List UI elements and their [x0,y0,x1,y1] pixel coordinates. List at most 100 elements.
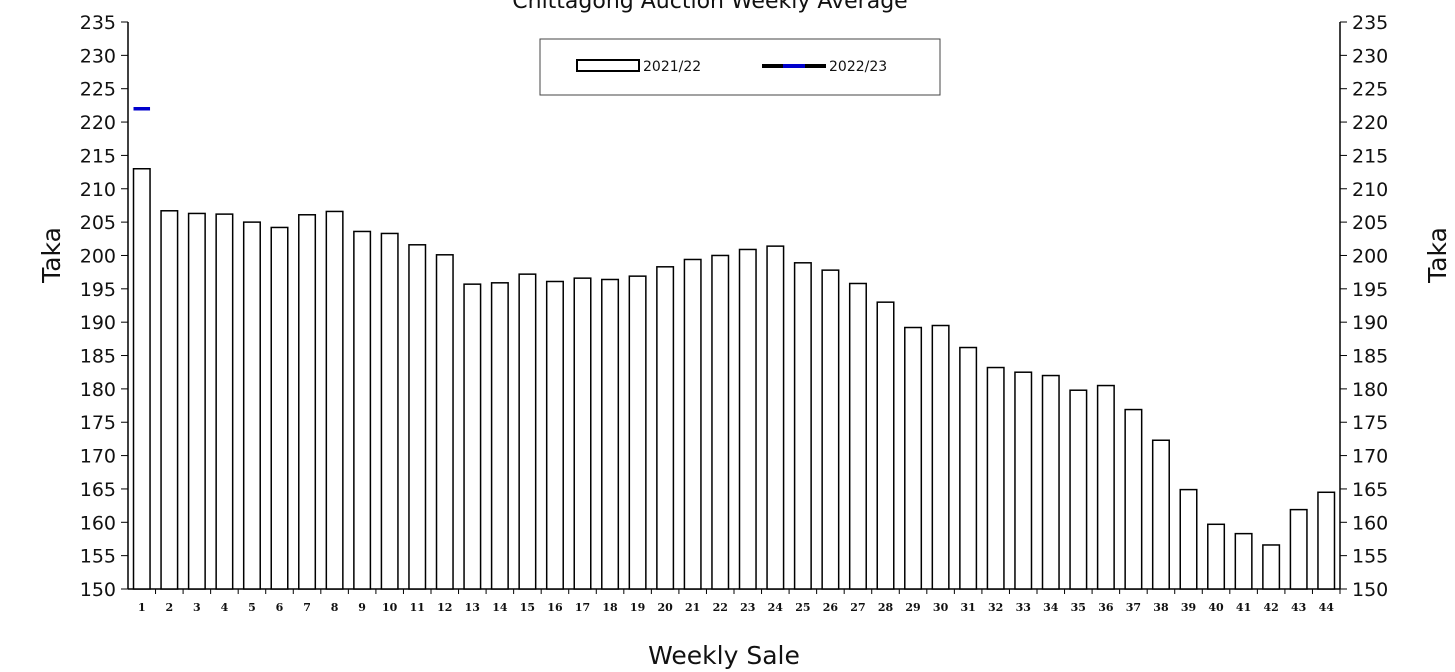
bar [1014,371,1033,590]
x-tick-label: 18 [602,601,618,614]
bar [683,258,702,590]
x-tick-label: 23 [740,601,755,614]
bars [132,168,1336,590]
x-tick-label: 41 [1236,601,1251,614]
legend-label-2021-22: 2021/22 [643,59,701,75]
x-tick-label: 24 [768,601,784,614]
y-tick-label-left: 180 [80,379,116,401]
y-tick-label-right: 225 [1352,79,1388,101]
x-tick-label: 11 [410,601,425,614]
bar [656,266,675,590]
bar [270,226,289,590]
x-tick-label: 3 [193,601,201,614]
y-tick-label-left: 175 [80,412,116,434]
bar [187,212,206,590]
x-axis-ticks: 1 2 3 4 5 6 7 8 9 10 11 12 13 14 15 16 17 18 19 20 21 22 23 24 2… [138,589,1341,614]
x-tick-label: 8 [331,601,339,614]
y-tick-label-left: 195 [80,279,116,301]
y-tick-label-left: 235 [80,12,116,34]
y-tick-label-left: 170 [80,446,116,468]
x-tick-label: 25 [795,601,810,614]
x-tick-label: 7 [303,601,311,614]
y-axis-left-title: Taka [37,227,66,284]
y-tick-label-right: 160 [1352,512,1388,534]
bar [821,269,840,590]
y-tick-label-right: 165 [1352,479,1388,501]
x-tick-label: 17 [575,601,590,614]
bar [738,248,757,590]
x-tick-label: 20 [657,601,673,614]
bar [353,230,372,590]
x-tick-label: 16 [547,601,563,614]
bar [1096,384,1115,590]
legend-swatch-2021-22 [576,59,640,72]
y-tick-label-right: 185 [1352,346,1388,368]
x-tick-label: 39 [1181,601,1196,614]
bar [766,245,785,590]
legend: 2021/22 2022/23 [539,38,941,96]
bar [573,277,592,590]
x-tick-label: 15 [520,601,535,614]
y-tick-label-right: 195 [1352,279,1388,301]
x-tick-label: 40 [1208,601,1224,614]
bar [711,254,730,590]
bar [518,273,537,590]
bar [848,282,867,590]
bar [986,366,1005,590]
y-tick-label-right: 170 [1352,446,1388,468]
y-tick-label-right: 230 [1352,45,1388,67]
x-tick-label: 10 [382,601,398,614]
bar [463,283,482,590]
x-tick-label: 21 [685,601,700,614]
bar [1069,389,1088,590]
bar [904,326,923,590]
x-tick-label: 38 [1153,601,1169,614]
y-tick-label-right: 155 [1352,546,1388,568]
y-tick-label-left: 185 [80,346,116,368]
y-tick-label-left: 230 [80,45,116,67]
y-tick-label-right: 200 [1352,245,1388,267]
x-tick-label: 13 [465,601,480,614]
x-tick-label: 6 [276,601,284,614]
y-tick-label-left: 210 [80,179,116,201]
x-tick-label: 42 [1263,601,1278,614]
y-tick-label-right: 175 [1352,412,1388,434]
x-tick-label: 22 [713,601,728,614]
bar [490,282,509,590]
bar [132,168,151,590]
bar [160,210,179,590]
bar [242,221,261,590]
bar [1317,491,1336,590]
y-tick-label-left: 225 [80,79,116,101]
bar [628,275,647,590]
y-tick-label-right: 205 [1352,212,1388,234]
bar [380,232,399,590]
x-tick-label: 33 [1016,601,1031,614]
y-tick-label-right: 235 [1352,12,1388,34]
legend-label-2022-23: 2022/23 [829,59,887,75]
y-tick-label-left: 200 [80,245,116,267]
bar [959,346,978,590]
y-tick-label-right: 180 [1352,379,1388,401]
bar [1124,408,1143,590]
x-tick-label: 28 [878,601,894,614]
x-tick-label: 36 [1098,601,1114,614]
x-tick-label: 26 [823,601,839,614]
y-tick-label-left: 150 [80,579,116,601]
y-tick-label-left: 220 [80,112,116,134]
y-tick-label-right: 150 [1352,579,1388,601]
x-tick-label: 31 [960,601,975,614]
x-axis-title: Weekly Sale [648,641,800,670]
bar [435,254,454,590]
y-tick-label-right: 220 [1352,112,1388,134]
bar [1151,439,1170,590]
bar [931,324,950,590]
x-tick-label: 29 [905,601,920,614]
y-axis-right-title: Taka [1423,227,1452,284]
x-tick-label: 35 [1071,601,1086,614]
y-axis-right-ticks: 150 155 160 165 170 175 180 185 190 195 200 205 210 2… [1340,12,1388,601]
bar [408,244,427,590]
x-tick-label: 27 [850,601,865,614]
